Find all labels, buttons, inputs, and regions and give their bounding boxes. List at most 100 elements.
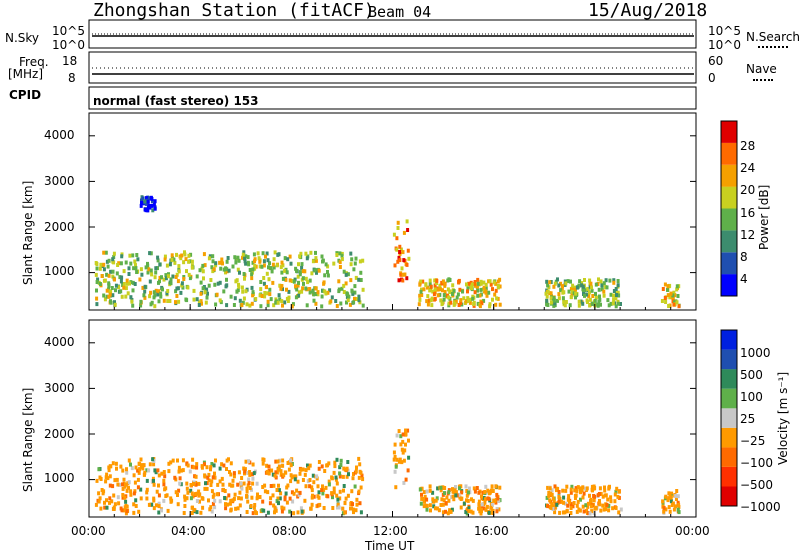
velocity-cell <box>223 496 227 500</box>
power-cell <box>289 261 293 266</box>
power-cell <box>427 298 431 303</box>
velocity-cell <box>261 461 265 466</box>
power-cell <box>183 252 187 257</box>
power-cell <box>559 281 563 286</box>
velocity-cell <box>281 463 285 468</box>
velocity-cell <box>395 457 399 462</box>
velocity-cell <box>273 507 277 512</box>
power-cell <box>176 286 180 291</box>
power-cell <box>672 302 676 307</box>
velocity-cell <box>132 510 136 515</box>
velocity-cell <box>189 488 193 493</box>
noise-right-tick-bottom: 10^0 <box>708 38 741 52</box>
power-cell <box>257 256 261 261</box>
power-cell <box>214 302 218 307</box>
power-cell <box>314 286 318 291</box>
power-cell <box>131 253 135 258</box>
power-cell <box>342 269 346 274</box>
power-cell <box>323 273 327 278</box>
power-cell <box>284 277 288 282</box>
power-cell <box>569 279 572 284</box>
velocity-cell <box>420 492 423 497</box>
power-cell <box>491 297 494 302</box>
power-cell <box>118 275 122 280</box>
power-cell <box>335 304 339 308</box>
power-cell <box>114 288 117 293</box>
power-cell <box>280 260 284 265</box>
power-cell <box>299 251 303 256</box>
velocity-cell <box>565 484 569 489</box>
velocity-cell <box>195 491 199 496</box>
velocity-cell <box>561 488 565 493</box>
velocity-cell <box>451 489 455 494</box>
velocity-cell <box>580 488 584 493</box>
power-cell <box>187 259 191 264</box>
velocity-cell <box>308 463 312 468</box>
power-cell <box>359 270 363 275</box>
power-cell <box>273 250 277 255</box>
velocity-cell <box>671 501 675 506</box>
velocity-cbar-segment <box>721 369 737 389</box>
velocity-cell <box>222 487 225 492</box>
velocity-cell <box>232 471 236 476</box>
power-cell <box>604 278 608 283</box>
velocity-cell <box>558 510 562 515</box>
velocity-cell <box>124 511 128 516</box>
velocity-cell <box>227 493 231 498</box>
velocity-cell <box>478 509 482 514</box>
power-cell <box>152 202 156 207</box>
velocity-cell <box>352 472 355 476</box>
power-cell <box>148 294 152 299</box>
power-cell <box>119 279 123 284</box>
power-cell <box>345 292 349 296</box>
velocity-cell <box>477 506 481 511</box>
velocity-cell <box>134 504 138 508</box>
velocity-cell <box>337 505 341 510</box>
power-cell <box>105 288 109 293</box>
power-cell <box>243 256 247 261</box>
velocity-cell <box>115 466 118 471</box>
power-cell <box>189 252 193 257</box>
power-cell <box>545 294 549 299</box>
velocity-cell <box>296 479 300 484</box>
power-cell <box>340 257 344 262</box>
power-cell <box>253 266 257 271</box>
power-cell <box>298 254 302 259</box>
power-cell <box>602 281 606 286</box>
power-cell <box>546 283 550 288</box>
power-cell <box>140 198 143 203</box>
power-cell <box>417 302 421 307</box>
power-cell <box>586 300 589 304</box>
power-cell <box>312 292 316 297</box>
power-cell <box>549 300 553 305</box>
power-cell <box>314 301 318 306</box>
power-cell <box>142 293 146 298</box>
power-cell <box>602 293 606 298</box>
power-cell <box>244 254 248 259</box>
velocity-cell <box>261 499 265 504</box>
power-cell <box>429 284 433 289</box>
velocity-cell <box>272 483 276 488</box>
velocity-cell <box>315 476 319 481</box>
power-cell <box>290 279 294 283</box>
velocity-cell <box>207 478 211 483</box>
velocity-cell <box>607 508 611 513</box>
velocity-cell <box>121 493 125 497</box>
power-cell <box>94 272 98 277</box>
velocity-cell <box>224 502 227 507</box>
velocity-cell <box>335 493 339 498</box>
velocity-cell <box>454 490 458 495</box>
velocity-cell <box>399 442 403 447</box>
power-cell <box>298 270 302 275</box>
velocity-cell <box>592 498 596 503</box>
power-cell <box>119 289 123 294</box>
power-cell <box>266 299 270 304</box>
noise-right-tick-top: 10^5 <box>708 24 741 38</box>
velocity-cell <box>303 472 307 477</box>
velocity-cell <box>98 496 102 501</box>
velocity-cell <box>327 482 331 487</box>
velocity-cell <box>216 492 219 497</box>
freq-trace <box>92 67 694 75</box>
velocity-cell <box>289 463 293 468</box>
power-cell <box>236 255 240 260</box>
